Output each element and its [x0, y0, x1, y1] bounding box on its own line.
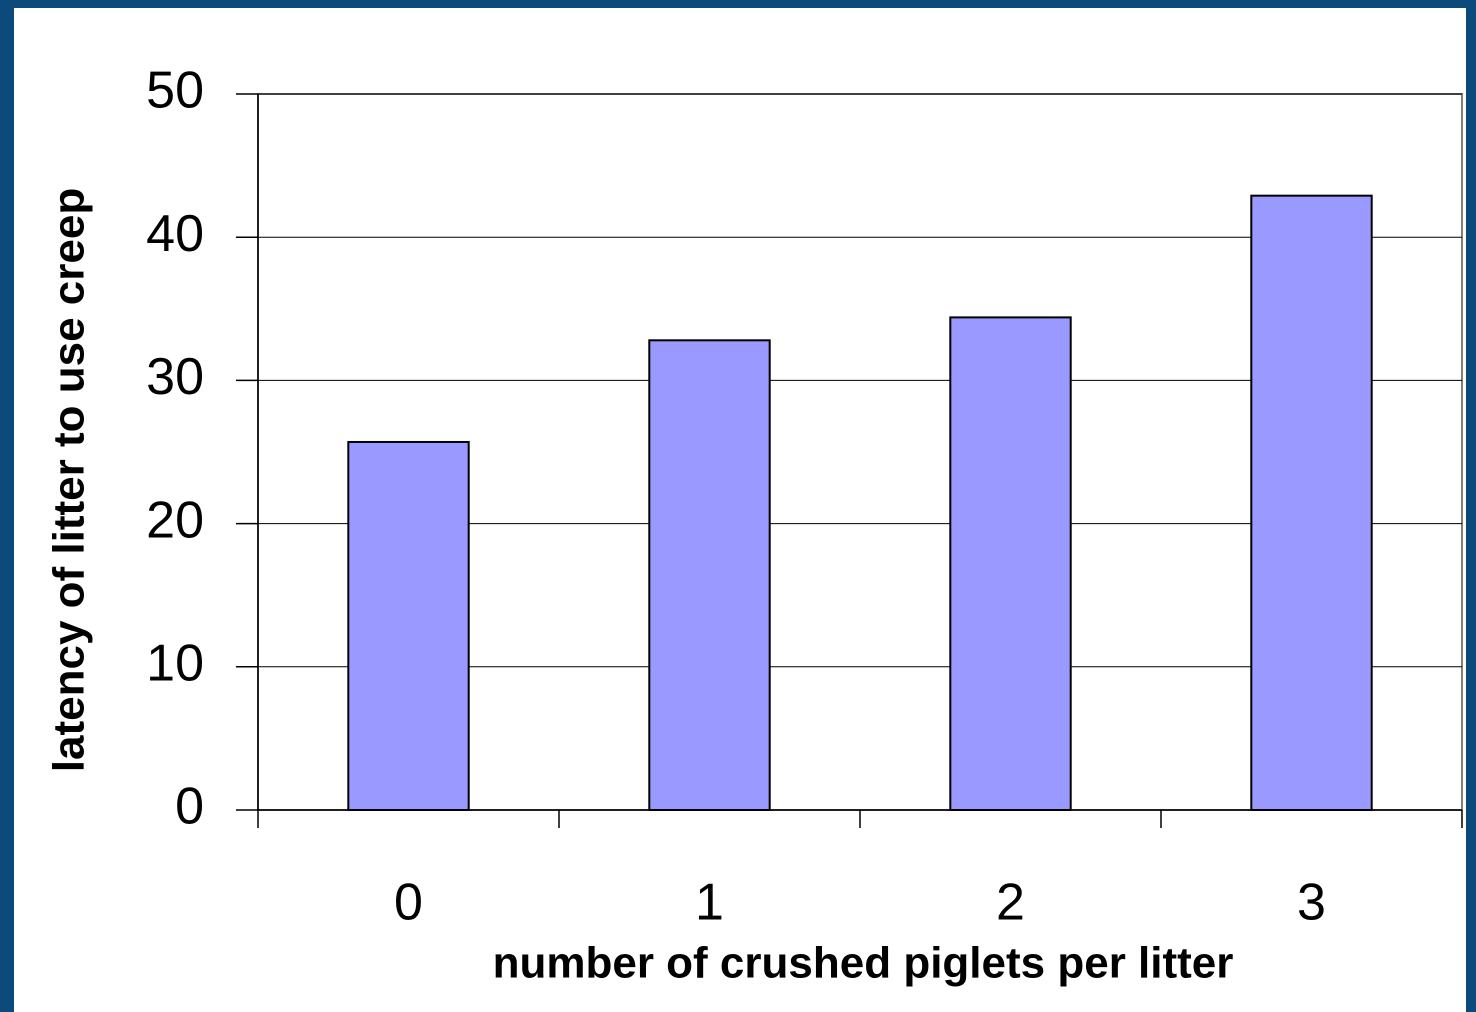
y-tick-label: 10	[146, 635, 204, 693]
bar	[949, 316, 1072, 811]
y-axis-title: latency of litter to use creep	[45, 188, 94, 772]
x-tick-label: 2	[996, 874, 1025, 932]
x-tick-label: 3	[1297, 874, 1326, 932]
y-tick-label: 30	[146, 348, 204, 406]
bar	[1250, 194, 1373, 811]
bar	[347, 440, 470, 811]
bar	[648, 339, 771, 811]
x-tick-label: 0	[394, 874, 423, 932]
y-tick-label: 0	[175, 778, 204, 836]
x-axis-title: number of crushed piglets per litter	[493, 939, 1234, 988]
y-tick-label: 20	[146, 491, 204, 549]
x-tick-label: 1	[695, 874, 724, 932]
y-tick-label: 50	[146, 62, 204, 120]
y-tick-label: 40	[146, 205, 204, 263]
